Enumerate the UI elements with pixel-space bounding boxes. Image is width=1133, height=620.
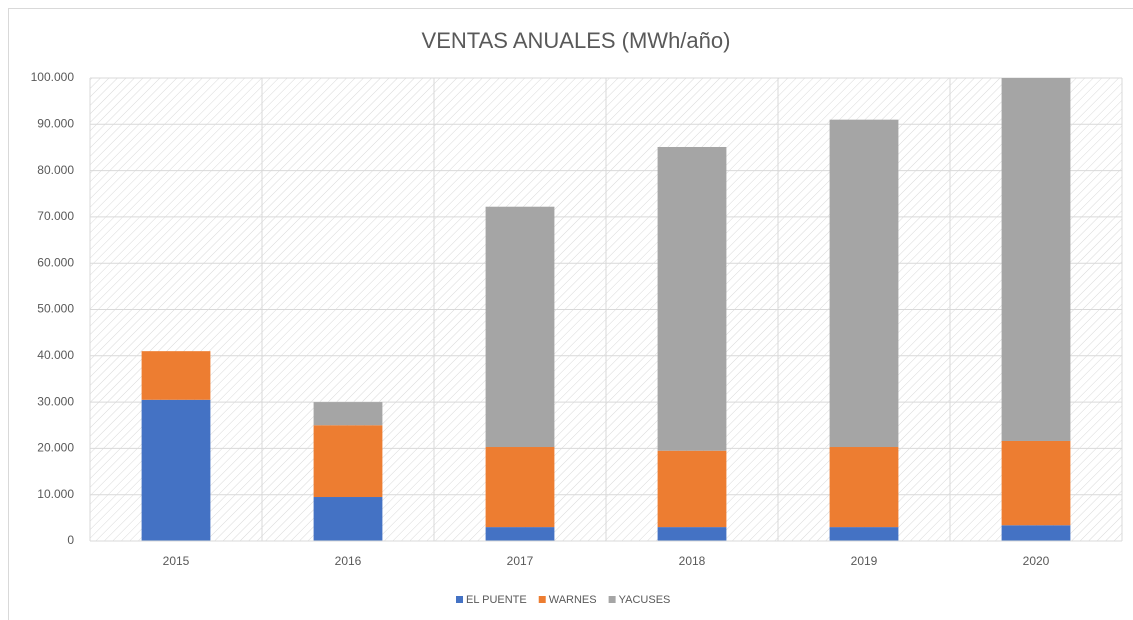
legend-swatch (608, 596, 616, 603)
x-tick-label: 2015 (163, 554, 190, 568)
x-tick-label: 2019 (851, 554, 878, 568)
y-tick-label: 60.000 (37, 255, 74, 269)
legend-label: YACUSES (619, 594, 671, 606)
bar-segment (1001, 440, 1071, 526)
y-tick-label: 0 (67, 533, 74, 547)
y-tick-label: 80.000 (37, 163, 74, 177)
legend-label: EL PUENTE (466, 594, 527, 606)
bar-segment (657, 450, 727, 528)
bar-segment (829, 447, 899, 528)
y-tick-label: 20.000 (37, 441, 74, 455)
y-tick-label: 50.000 (37, 302, 74, 316)
x-tick-label: 2016 (335, 554, 362, 568)
bar-segment (485, 447, 555, 528)
y-tick-label: 10.000 (37, 487, 74, 501)
legend-swatch (538, 596, 546, 603)
y-tick-label: 100.000 (31, 70, 75, 84)
bar-segment (485, 206, 555, 448)
bar-segment (313, 402, 383, 426)
bar-segment (141, 399, 211, 541)
x-tick-label: 2020 (1023, 554, 1050, 568)
x-tick-label: 2017 (507, 554, 534, 568)
legend-swatch (456, 596, 463, 603)
bar-segment (313, 497, 383, 541)
y-tick-label: 90.000 (37, 116, 74, 130)
bar-segment (657, 146, 727, 451)
y-tick-label: 30.000 (37, 394, 74, 408)
bar-segment (829, 119, 899, 448)
bar-segment (1001, 525, 1071, 541)
bar-segment (313, 425, 383, 498)
bar-segment (1001, 78, 1071, 441)
y-tick-label: 70.000 (37, 209, 74, 223)
x-tick-label: 2018 (679, 554, 706, 568)
bar-segment (657, 527, 727, 541)
legend-label: WARNES (549, 594, 597, 606)
bar-segment (485, 527, 555, 541)
bar-segment (829, 527, 899, 541)
chart-title: VENTAS ANUALES (MWh/año) (422, 28, 731, 53)
bar-segment (141, 351, 211, 400)
y-tick-label: 40.000 (37, 348, 74, 362)
